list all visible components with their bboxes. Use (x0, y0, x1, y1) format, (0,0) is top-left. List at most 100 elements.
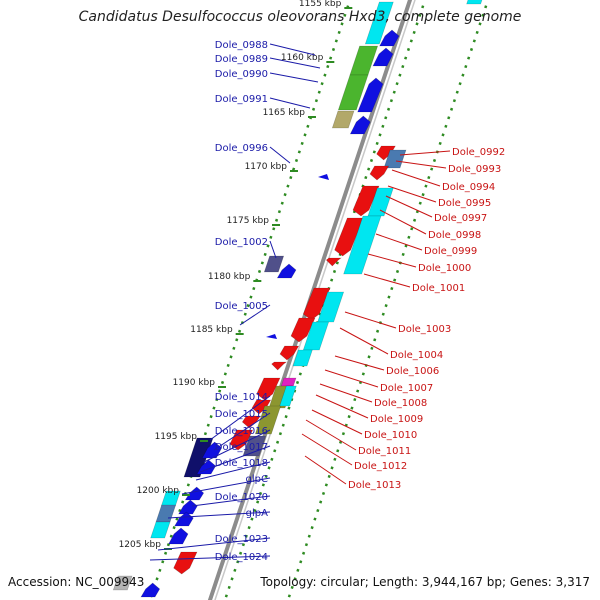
reverse-gene-label[interactable]: Dole_1001 (412, 283, 465, 294)
reverse-gene-leader (315, 394, 369, 419)
forward-feature-block (150, 521, 171, 539)
reverse-gene-label[interactable]: Dole_0998 (428, 230, 481, 241)
reverse-feature-block (254, 405, 282, 435)
scale-label: 1155 kbp (299, 0, 342, 9)
reverse-gene-leader (367, 253, 417, 268)
reverse-gene-leader (379, 209, 427, 235)
forward-gene-leader (167, 511, 271, 519)
forward-gene-leader (269, 240, 277, 259)
reverse-gene-label[interactable]: Dole_1003 (398, 324, 451, 335)
forward-gene-leader (213, 412, 271, 451)
forward-gene-label[interactable]: Dole_1017 (215, 442, 268, 453)
reverse-gene-arrow (376, 145, 396, 161)
reverse-gene-label[interactable]: Dole_1007 (380, 383, 433, 394)
forward-gene-label[interactable]: Dole_1015 (215, 409, 268, 420)
forward-gene-leader (269, 57, 321, 69)
reverse-gene-label[interactable]: Dole_0997 (434, 213, 487, 224)
reverse-gene-leader (324, 369, 379, 388)
forward-gene-label[interactable]: Dole_1014 (215, 392, 268, 403)
reverse-gene-arrow (173, 551, 198, 575)
reverse-gene-leader (319, 383, 373, 403)
reverse-gene-label[interactable]: Dole_1011 (358, 446, 411, 457)
reverse-gene-label[interactable]: Dole_1000 (418, 263, 471, 274)
reverse-gene-leader (304, 455, 347, 485)
reverse-feature-block (292, 349, 313, 367)
forward-gene-label[interactable]: Dole_1020 (215, 492, 268, 503)
forward-feature-block (337, 74, 369, 111)
reverse-gene-label[interactable]: Dole_0999 (424, 246, 477, 257)
reverse-gene-leader (301, 433, 353, 466)
reverse-gene-arrow (271, 361, 288, 371)
forward-gene-label[interactable]: Dole_1018 (215, 458, 268, 469)
reverse-gene-arrow (369, 165, 390, 181)
forward-feature-block (331, 110, 355, 129)
reverse-gene-label[interactable]: Dole_0992 (452, 147, 505, 158)
forward-gene-label[interactable]: Dole_1002 (215, 237, 268, 248)
reverse-feature-block (317, 291, 345, 323)
scale-label: 1200 kbp (137, 486, 180, 496)
scale-label: 1205 kbp (119, 540, 162, 550)
forward-gene-leader (269, 72, 319, 83)
scale-label: 1165 kbp (263, 108, 306, 118)
reverse-gene-arrow (325, 257, 342, 267)
forward-gene-arrow (196, 459, 217, 475)
reverse-gene-label[interactable]: Dole_1013 (348, 480, 401, 491)
reverse-feature-block (367, 187, 394, 217)
reverse-gene-arrow (290, 317, 316, 343)
reverse-gene-label[interactable]: Dole_1008 (374, 398, 427, 409)
forward-gene-label[interactable]: Dole_0996 (215, 143, 268, 154)
forward-gene-label[interactable]: Dole_1024 (215, 552, 268, 563)
forward-gene-label[interactable]: glpA (246, 508, 268, 519)
scale-label: 1195 kbp (155, 432, 198, 442)
map-title: Candidatus Desulfococcus oleovorans Hxd3… (78, 9, 522, 25)
accession-text: Accession: NC_009943 (8, 575, 145, 589)
reverse-gene-leader (387, 185, 437, 203)
scale-label: 1185 kbp (190, 325, 233, 335)
forward-gene-label[interactable]: glpC (246, 474, 268, 485)
reverse-gene-leader (399, 150, 451, 156)
forward-gene-label[interactable]: Dole_0990 (215, 69, 268, 80)
reverse-feature-block (279, 385, 297, 407)
forward-gene-label[interactable]: Dole_1016 (215, 426, 268, 437)
scale-label: 1175 kbp (227, 216, 270, 226)
reverse-gene-leader (311, 409, 363, 435)
reverse-gene-arrow (251, 399, 272, 415)
reverse-gene-leader (395, 160, 447, 169)
reverse-gene-label[interactable]: Dole_1006 (386, 366, 439, 377)
reverse-gene-label[interactable]: Dole_1010 (364, 430, 417, 441)
forward-gene-arrow (174, 511, 194, 527)
reverse-gene-label[interactable]: Dole_0995 (438, 198, 491, 209)
reverse-gene-leader (344, 311, 397, 329)
forward-gene-arrow (168, 527, 189, 545)
reverse-gene-arrow (241, 415, 261, 429)
reverse-gene-label[interactable]: Dole_1012 (354, 461, 407, 472)
forward-gene-label[interactable]: Dole_1023 (215, 534, 268, 545)
reverse-gene-label[interactable]: Dole_0993 (448, 164, 501, 175)
reverse-gene-arrow (229, 429, 254, 451)
reverse-gene-label[interactable]: Dole_1004 (390, 350, 443, 361)
forward-feature-block (160, 490, 181, 507)
forward-gene-label[interactable]: Dole_1005 (215, 301, 268, 312)
reverse-gene-leader (339, 327, 389, 355)
reverse-feature-block (466, 0, 483, 5)
forward-gene-label[interactable]: Dole_0991 (215, 94, 268, 105)
reverse-gene-arrow (279, 345, 300, 361)
reverse-gene-leader (385, 195, 433, 218)
forward-gene-leader (195, 461, 271, 481)
forward-gene-marker (318, 174, 329, 180)
forward-gene-marker (266, 334, 277, 339)
forward-gene-leader (191, 495, 271, 507)
forward-gene-leader (157, 537, 271, 551)
topology-text: Topology: circular; Length: 3,944,167 bp… (260, 575, 590, 589)
scale-label: 1190 kbp (173, 378, 216, 388)
reverse-gene-leader (363, 273, 411, 288)
forward-gene-label[interactable]: Dole_0989 (215, 54, 268, 65)
reverse-gene-label[interactable]: Dole_1009 (370, 414, 423, 425)
forward-gene-label[interactable]: Dole_0988 (215, 40, 268, 51)
forward-feature-block (112, 575, 133, 591)
reverse-gene-label[interactable]: Dole_0994 (442, 182, 495, 193)
forward-feature-block (349, 45, 379, 76)
reverse-feature-block (242, 435, 267, 457)
